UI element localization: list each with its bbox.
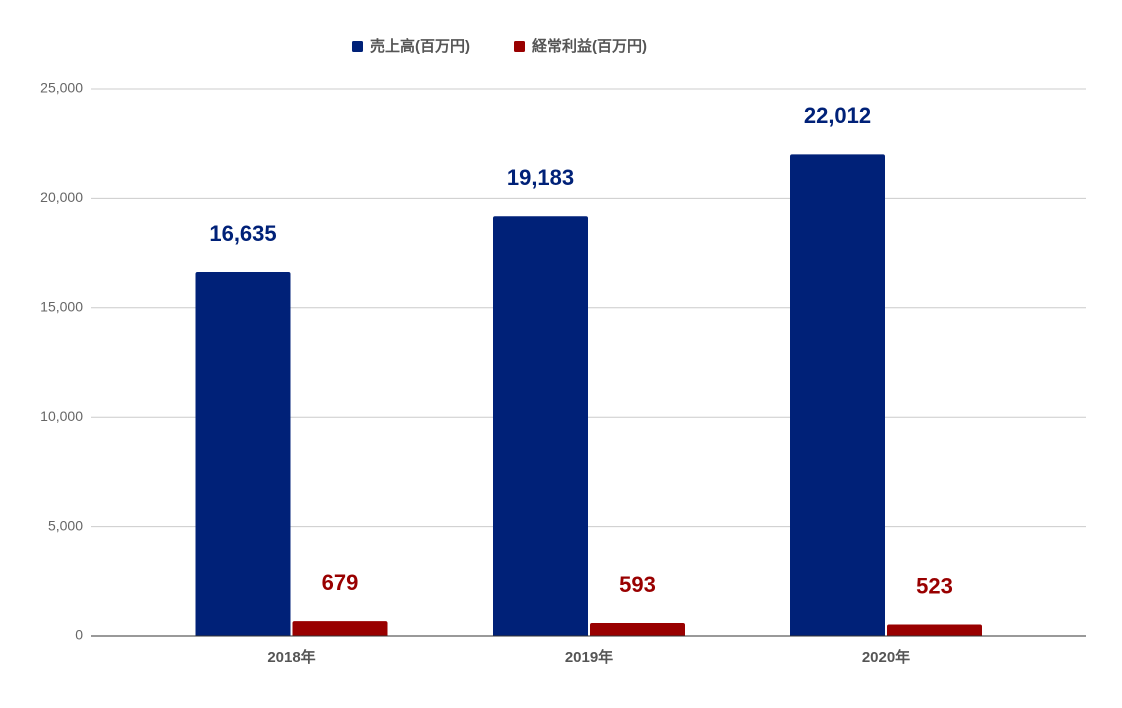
y-tick-label: 5,000 <box>48 517 83 533</box>
data-label-series2-2: 593 <box>619 572 656 597</box>
bars <box>195 154 982 637</box>
legend-label-2: 経常利益(百万円) <box>532 37 647 55</box>
data-label-series2-1: 679 <box>322 570 359 595</box>
legend: 売上高(百万円) 経常利益(百万円) <box>352 37 647 55</box>
bar-series1-2 <box>493 216 588 637</box>
data-label-series1-2: 19,183 <box>507 165 574 190</box>
y-tick-label: 0 <box>75 627 83 643</box>
bar-series2-1 <box>292 621 388 636</box>
bar-series2-3 <box>887 624 982 636</box>
y-axis-ticks: 0 5,000 10,000 15,000 20,000 25,000 <box>40 80 83 643</box>
data-label-series2-3: 523 <box>916 573 953 598</box>
legend-swatch-2 <box>514 41 525 52</box>
x-tick-label: 2018年 <box>267 648 315 666</box>
bar-series2-2 <box>590 623 685 636</box>
y-tick-label: 20,000 <box>40 189 83 205</box>
bar-series1-1 <box>195 272 291 636</box>
bar-series1-3 <box>790 154 885 636</box>
legend-swatch-1 <box>352 41 363 52</box>
y-tick-label: 10,000 <box>40 408 83 424</box>
x-tick-label: 2019年 <box>565 648 613 666</box>
data-labels: 16,635 679 19,183 593 22,012 523 <box>209 103 953 598</box>
x-tick-label: 2020年 <box>862 648 910 666</box>
x-axis-ticks: 2018年 2019年 2020年 <box>267 648 910 666</box>
y-tick-label: 15,000 <box>40 299 83 315</box>
legend-label-1: 売上高(百万円) <box>370 37 470 55</box>
data-label-series1-3: 22,012 <box>804 103 871 128</box>
data-label-series1-1: 16,635 <box>209 221 276 246</box>
y-tick-label: 25,000 <box>40 80 83 96</box>
